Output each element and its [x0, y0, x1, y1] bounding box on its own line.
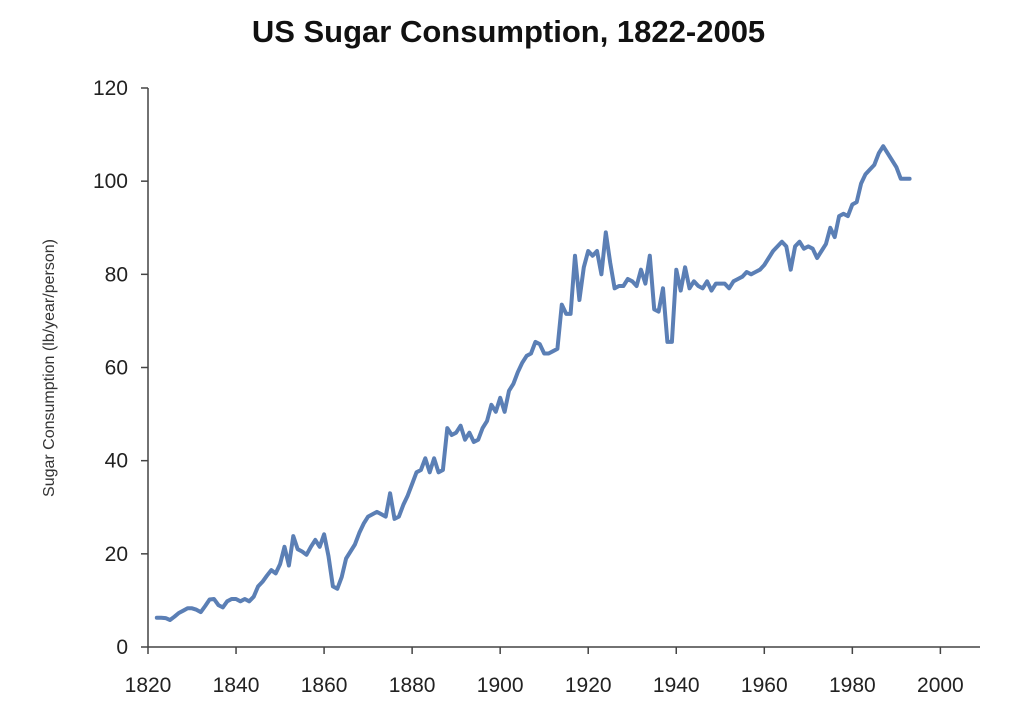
x-tick-label: 1840	[213, 674, 260, 697]
x-tick-label: 1900	[477, 674, 524, 697]
x-tick-label: 1940	[653, 674, 700, 697]
x-tick-label: 1920	[565, 674, 612, 697]
y-tick-label: 100	[93, 170, 128, 193]
y-tick-label: 0	[116, 636, 128, 659]
series-line	[154, 144, 912, 622]
x-tick-label: 1860	[301, 674, 348, 697]
x-tick-label: 1820	[125, 674, 172, 697]
x-tick-label: 1960	[741, 674, 788, 697]
y-tick-label: 80	[105, 263, 128, 286]
y-tick-label: 120	[93, 77, 128, 100]
y-tick-label: 60	[105, 357, 128, 380]
x-tick-label: 1980	[829, 674, 876, 697]
chart-title: US Sugar Consumption, 1822-2005	[251, 14, 766, 49]
y-tick-label: 40	[105, 450, 128, 473]
x-tick-label: 2000	[917, 674, 964, 697]
y-axis-title: Sugar Consumption (lb/year/person)	[41, 239, 58, 497]
x-tick-label: 1880	[389, 674, 436, 697]
y-tick-label: 20	[105, 543, 128, 566]
